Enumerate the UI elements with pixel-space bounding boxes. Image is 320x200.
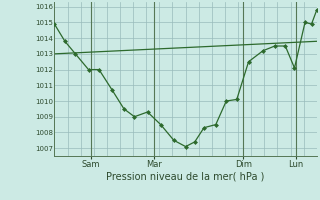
X-axis label: Pression niveau de la mer( hPa ): Pression niveau de la mer( hPa ) — [107, 172, 265, 182]
